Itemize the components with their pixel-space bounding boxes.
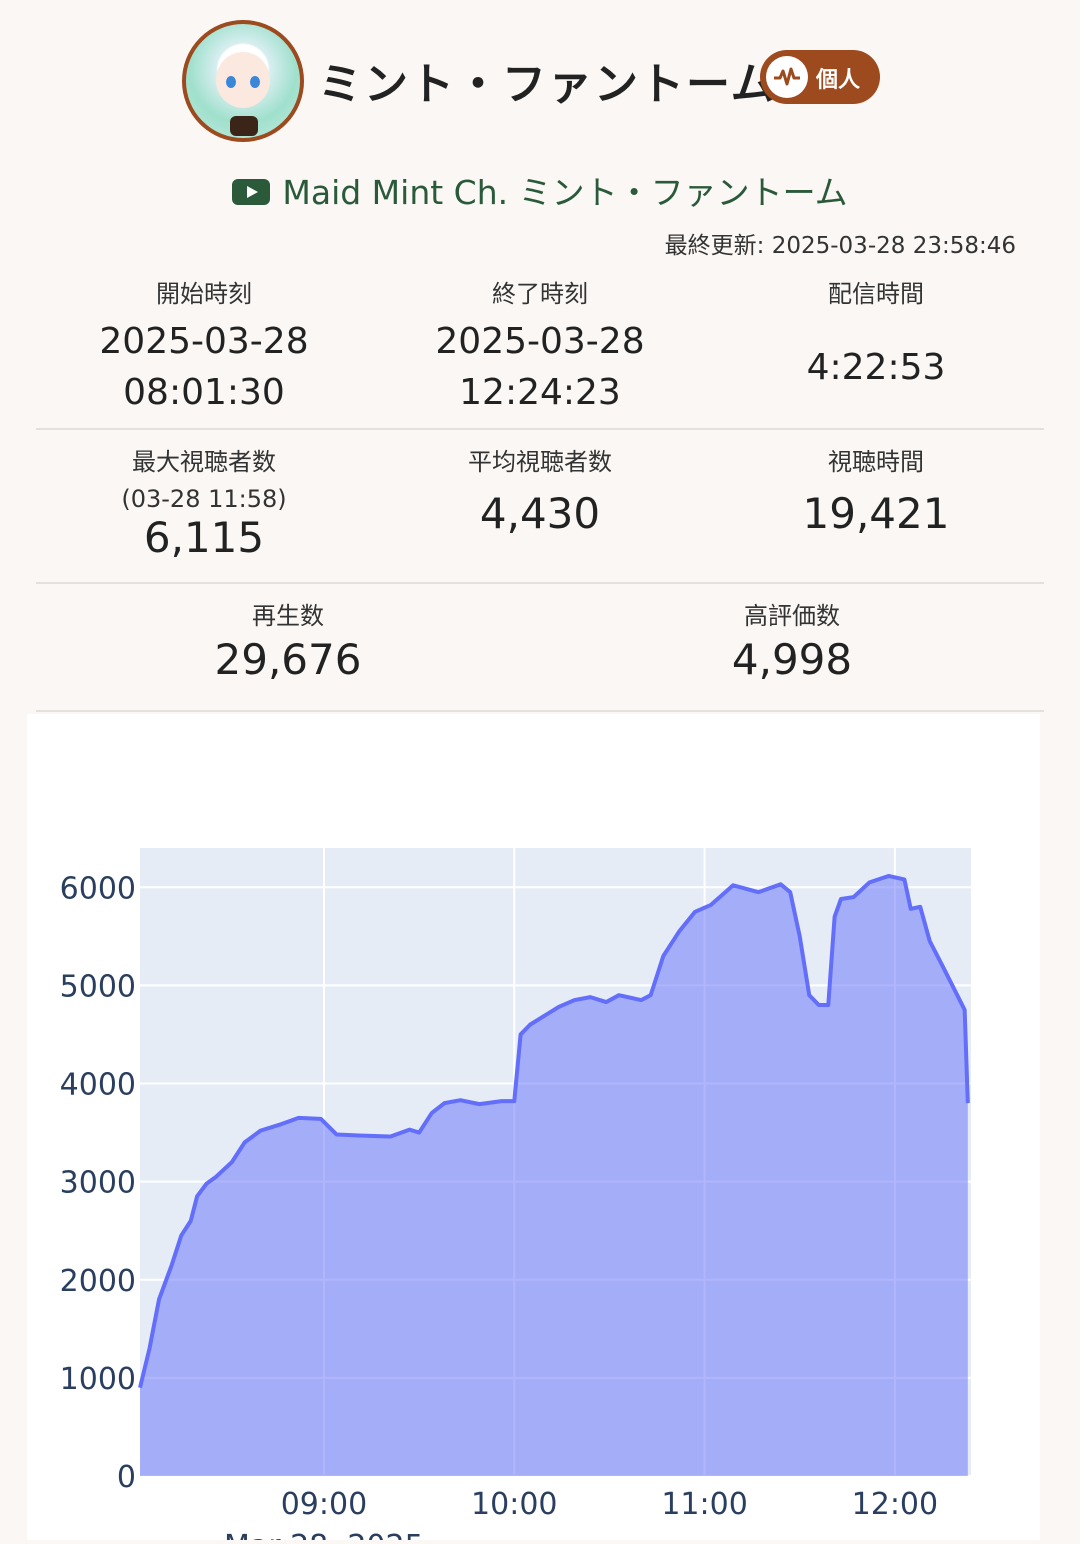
avatar-eye bbox=[250, 76, 260, 88]
channel-link[interactable]: Maid Mint Ch. ミント・ファントーム bbox=[0, 166, 1080, 214]
max-viewers-time: (03-28 11:58) bbox=[36, 485, 372, 513]
channel-name[interactable]: Maid Mint Ch. ミント・ファントーム bbox=[282, 173, 847, 212]
y-tick-label: 3000 bbox=[60, 1166, 136, 1201]
stat-value: 08:01:30 bbox=[36, 372, 372, 413]
start-time-stat: 開始時刻 2025-03-28 08:01:30 bbox=[36, 274, 372, 413]
views-stat: 再生数 29,676 bbox=[36, 596, 540, 684]
stat-label: 終了時刻 bbox=[372, 274, 708, 309]
stat-label: 最大視聴者数 bbox=[36, 442, 372, 477]
stats-row-engagement: 再生数 29,676 高評価数 4,998 bbox=[36, 584, 1044, 712]
stat-label: 高評価数 bbox=[540, 596, 1044, 631]
y-tick-label: 4000 bbox=[60, 1068, 136, 1103]
y-tick-label: 6000 bbox=[60, 871, 136, 906]
stat-value: 12:24:23 bbox=[372, 372, 708, 413]
stats-row-time: 開始時刻 2025-03-28 08:01:30 終了時刻 2025-03-28… bbox=[36, 266, 1044, 430]
avatar-bow bbox=[230, 116, 258, 136]
stats-row-viewers: 最大視聴者数 (03-28 11:58) 6,115 平均視聴者数 4,430 … bbox=[36, 430, 1044, 584]
pulse-icon bbox=[766, 56, 808, 98]
stat-value: 29,676 bbox=[36, 635, 540, 684]
x-tick-label: 12:00 bbox=[852, 1487, 938, 1522]
x-tick-label: 09:00 bbox=[281, 1487, 367, 1522]
stat-value: 6,115 bbox=[36, 513, 372, 562]
stat-value: 4:22:53 bbox=[708, 347, 1044, 388]
stat-label: 平均視聴者数 bbox=[372, 442, 708, 477]
badge-label: 個人 bbox=[816, 62, 860, 94]
stat-value: 4,998 bbox=[540, 635, 1044, 684]
youtube-icon bbox=[232, 179, 270, 205]
watch-time-stat: 視聴時間 19,421 bbox=[708, 442, 1044, 538]
stat-label: 再生数 bbox=[36, 596, 540, 631]
avg-viewers-stat: 平均視聴者数 4,430 bbox=[372, 442, 708, 538]
avatar[interactable] bbox=[182, 20, 304, 142]
channel-header: ミント・ファントーム 個人 bbox=[0, 18, 1080, 143]
stat-label: 開始時刻 bbox=[36, 274, 372, 309]
stat-value: 19,421 bbox=[708, 489, 1044, 538]
stat-label: 配信時間 bbox=[708, 274, 1044, 309]
likes-stat: 高評価数 4,998 bbox=[540, 596, 1044, 684]
affiliation-badge: 個人 bbox=[760, 50, 880, 104]
avatar-eye bbox=[226, 76, 236, 88]
end-time-stat: 終了時刻 2025-03-28 12:24:23 bbox=[372, 274, 708, 413]
y-tick-label: 1000 bbox=[60, 1362, 136, 1397]
avatar-face bbox=[216, 52, 270, 108]
viewer-chart[interactable]: 0 1000 2000 3000 4000 5000 6000 09:00 10:00 11:00… bbox=[27, 714, 1040, 1540]
stat-value: 4,430 bbox=[372, 489, 708, 538]
y-tick-label: 2000 bbox=[60, 1264, 136, 1299]
max-viewers-stat: 最大視聴者数 (03-28 11:58) 6,115 bbox=[36, 442, 372, 562]
stat-value: 2025-03-28 bbox=[372, 321, 708, 362]
x-tick-label: 11:00 bbox=[661, 1487, 747, 1522]
vtuber-name: ミント・ファントーム bbox=[318, 48, 777, 112]
x-axis-label: Mar 28, 2025 bbox=[224, 1529, 424, 1540]
last-updated: 最終更新: 2025-03-28 23:58:46 bbox=[665, 226, 1016, 260]
stat-value: 2025-03-28 bbox=[36, 321, 372, 362]
duration-stat: 配信時間 4:22:53 bbox=[708, 274, 1044, 388]
viewer-chart-svg[interactable]: 0 1000 2000 3000 4000 5000 6000 09:00 10:00 11:00… bbox=[27, 714, 1040, 1540]
stat-label: 視聴時間 bbox=[708, 442, 1044, 477]
x-tick-label: 10:00 bbox=[471, 1487, 557, 1522]
y-tick-label: 0 bbox=[117, 1460, 136, 1495]
y-tick-label: 5000 bbox=[60, 969, 136, 1004]
